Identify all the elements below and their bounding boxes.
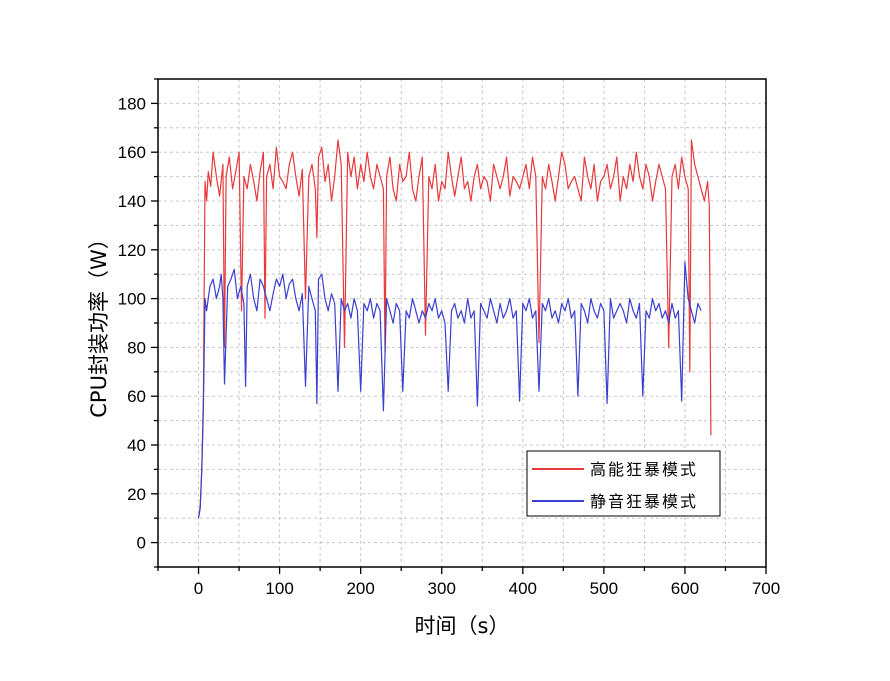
x-tick-label: 500 <box>590 579 618 598</box>
y-tick-label: 120 <box>118 241 146 260</box>
x-tick-label: 0 <box>194 579 203 598</box>
x-tick-label: 200 <box>346 579 374 598</box>
y-tick-label: 80 <box>127 338 146 357</box>
x-axis-title: 时间（s） <box>415 614 510 638</box>
y-tick-label: 140 <box>118 192 146 211</box>
y-tick-label: 180 <box>118 94 146 113</box>
series-line-0 <box>197 139 712 519</box>
x-tick-label: 400 <box>509 579 537 598</box>
y-axis-title: CPU封装功率（W） <box>87 228 111 417</box>
x-tick-label: 100 <box>265 579 293 598</box>
y-tick-label: 20 <box>127 485 146 504</box>
axis-ticks: 0 100 200 300 400 500 600 700 0 20 40 60 80 100 120 140… <box>118 78 780 598</box>
legend: 高能狂暴模式 静音狂暴模式 <box>526 450 721 517</box>
legend-label-high-performance: 高能狂暴模式 <box>590 460 698 479</box>
x-tick-label: 300 <box>428 579 456 598</box>
legend-box <box>526 450 721 517</box>
y-tick-label: 40 <box>127 436 146 455</box>
y-tick-label: 0 <box>137 534 146 553</box>
y-tick-label: 100 <box>118 290 146 309</box>
series-line-1 <box>197 261 702 519</box>
legend-label-silent: 静音狂暴模式 <box>590 492 698 511</box>
x-tick-label: 700 <box>752 579 780 598</box>
x-tick-label: 600 <box>671 579 699 598</box>
y-tick-label: 60 <box>127 387 146 406</box>
y-tick-label: 160 <box>118 143 146 162</box>
series-layer <box>197 139 712 519</box>
